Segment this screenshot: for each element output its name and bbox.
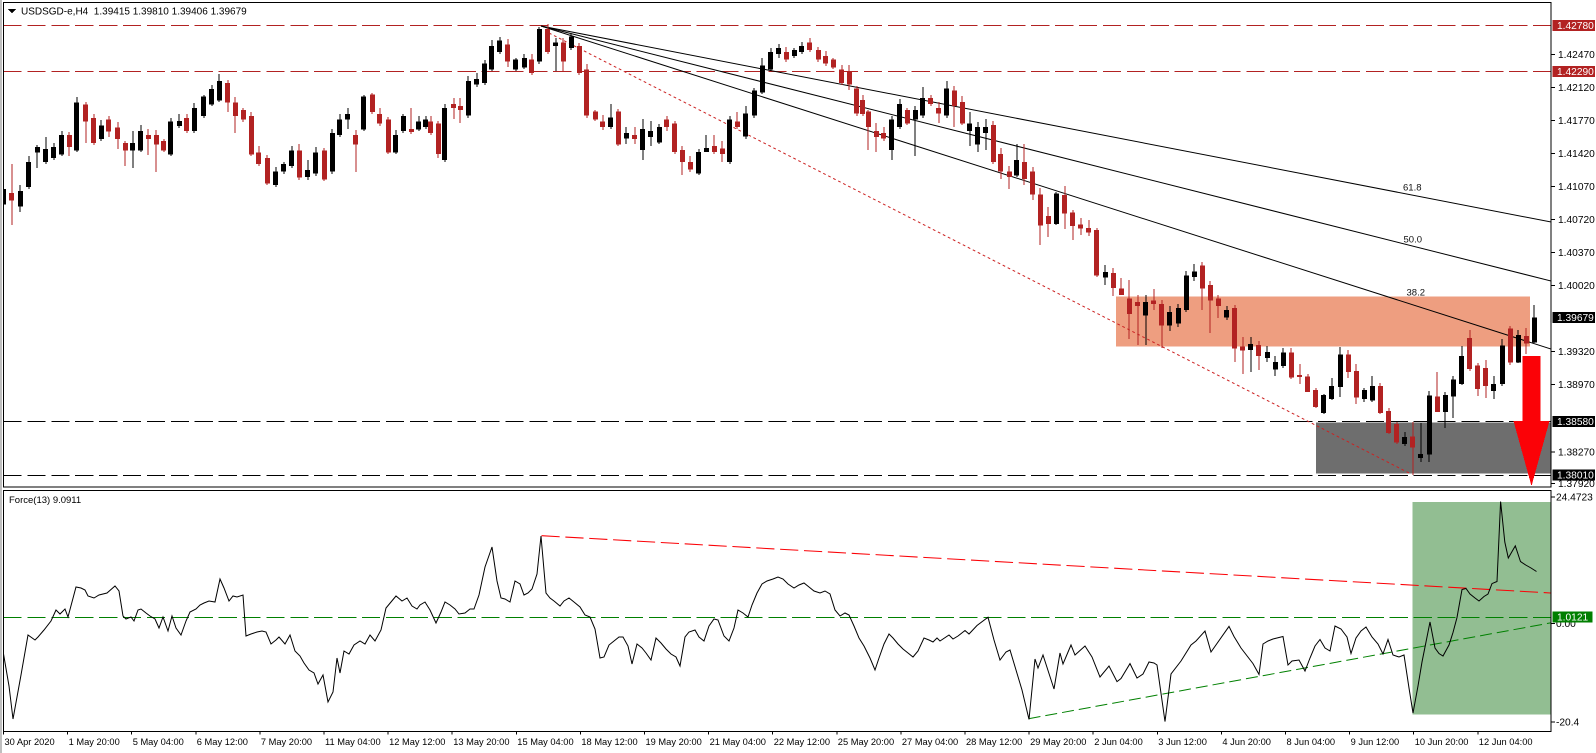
svg-text:50.0: 50.0 — [1404, 235, 1423, 246]
svg-text:28 May 12:00: 28 May 12:00 — [966, 737, 1022, 747]
svg-text:10 Jun 20:00: 10 Jun 20:00 — [1415, 737, 1469, 747]
svg-text:Force(13) 9.0911: Force(13) 9.0911 — [9, 495, 81, 506]
svg-text:11 May 04:00: 11 May 04:00 — [325, 737, 381, 747]
svg-text:1.40370: 1.40370 — [1558, 248, 1595, 259]
svg-text:18 May 12:00: 18 May 12:00 — [581, 737, 637, 747]
svg-text:0.00: 0.00 — [1556, 619, 1576, 630]
svg-text:1.40720: 1.40720 — [1558, 215, 1595, 226]
svg-text:1.42120: 1.42120 — [1558, 83, 1595, 94]
svg-text:38.2: 38.2 — [1407, 288, 1426, 299]
svg-text:1.38580: 1.38580 — [1557, 417, 1594, 428]
svg-text:1.41770: 1.41770 — [1558, 116, 1595, 127]
svg-text:7 May 20:00: 7 May 20:00 — [261, 737, 312, 747]
svg-text:1.41070: 1.41070 — [1558, 182, 1595, 193]
svg-text:1 May 20:00: 1 May 20:00 — [69, 737, 120, 747]
svg-text:6 May 12:00: 6 May 12:00 — [197, 737, 248, 747]
svg-text:1.40020: 1.40020 — [1558, 281, 1595, 292]
svg-text:3 Jun 12:00: 3 Jun 12:00 — [1158, 737, 1207, 747]
svg-text:1.0121: 1.0121 — [1557, 613, 1588, 624]
svg-text:8 Jun 04:00: 8 Jun 04:00 — [1287, 737, 1336, 747]
svg-text:15 May 04:00: 15 May 04:00 — [517, 737, 573, 747]
svg-text:1.42470: 1.42470 — [1558, 50, 1595, 61]
svg-text:1.38270: 1.38270 — [1558, 448, 1595, 459]
svg-text:13 May 20:00: 13 May 20:00 — [453, 737, 509, 747]
svg-text:24.4723: 24.4723 — [1556, 493, 1593, 504]
svg-text:1.42290: 1.42290 — [1557, 67, 1594, 78]
svg-text:25 May 20:00: 25 May 20:00 — [838, 737, 894, 747]
svg-text:4 Jun 20:00: 4 Jun 20:00 — [1222, 737, 1271, 747]
svg-text:1.41420: 1.41420 — [1558, 149, 1595, 160]
svg-text:1.42780: 1.42780 — [1557, 21, 1594, 32]
svg-text:-20.4: -20.4 — [1556, 718, 1580, 729]
svg-text:9 Jun 12:00: 9 Jun 12:00 — [1351, 737, 1400, 747]
svg-text:12 May 12:00: 12 May 12:00 — [389, 737, 445, 747]
svg-text:12 Jun 04:00: 12 Jun 04:00 — [1479, 737, 1533, 747]
svg-text:61.8: 61.8 — [1403, 183, 1422, 194]
svg-text:1.37920: 1.37920 — [1558, 479, 1595, 490]
svg-text:29 May 20:00: 29 May 20:00 — [1030, 737, 1086, 747]
svg-text:2 Jun 04:00: 2 Jun 04:00 — [1094, 737, 1143, 747]
svg-text:USDSGD-e,H4 1.39415 1.39810 1: USDSGD-e,H4 1.39415 1.39810 1.39406 1.39… — [21, 6, 247, 17]
svg-text:5 May 04:00: 5 May 04:00 — [133, 737, 184, 747]
svg-text:1.38010: 1.38010 — [1557, 471, 1594, 482]
svg-text:1.38970: 1.38970 — [1558, 380, 1595, 391]
svg-text:21 May 04:00: 21 May 04:00 — [710, 737, 766, 747]
svg-text:27 May 04:00: 27 May 04:00 — [902, 737, 958, 747]
svg-text:19 May 20:00: 19 May 20:00 — [646, 737, 702, 747]
svg-text:22 May 12:00: 22 May 12:00 — [774, 737, 830, 747]
svg-text:1.39320: 1.39320 — [1558, 347, 1595, 358]
svg-text:1.39679: 1.39679 — [1557, 313, 1594, 324]
svg-text:30 Apr 2020: 30 Apr 2020 — [5, 737, 55, 747]
